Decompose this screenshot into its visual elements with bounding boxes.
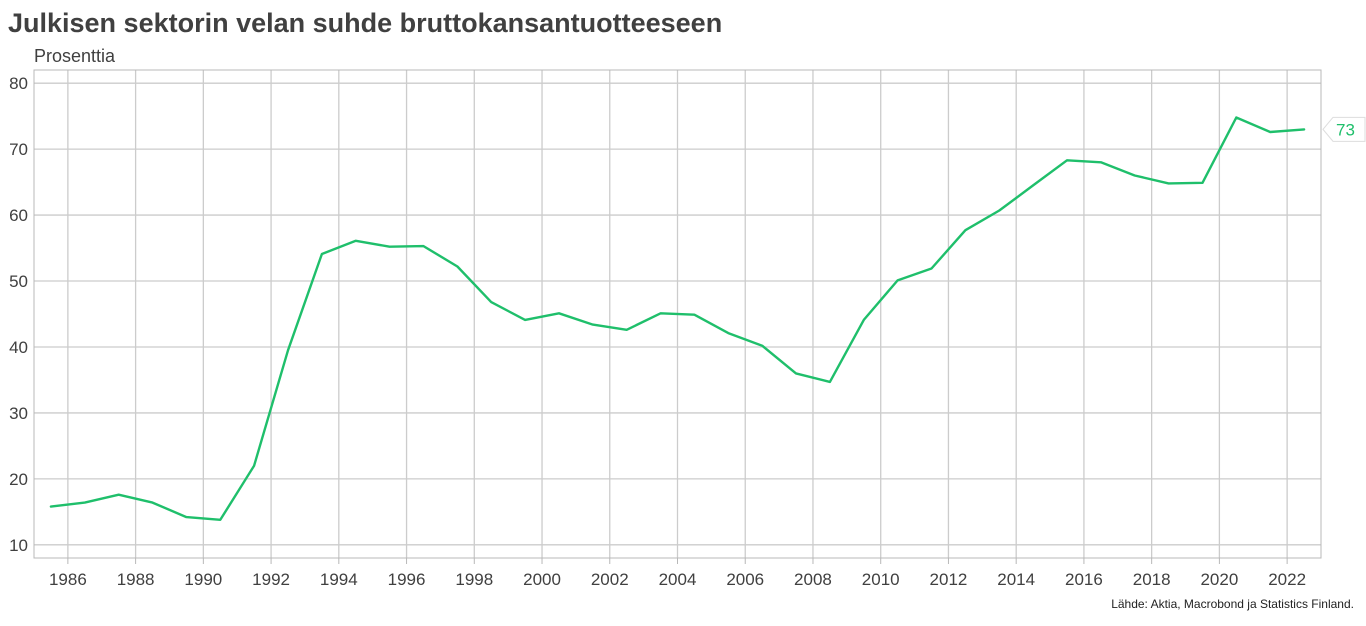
y-tick-label: 80 [9,74,28,93]
y-tick-label: 70 [9,140,28,159]
y-tick-label: 20 [9,470,28,489]
x-tick-label: 2000 [523,570,561,589]
y-tick-label: 40 [9,338,28,357]
x-tick-label: 2014 [997,570,1035,589]
x-tick-label: 2004 [659,570,697,589]
x-tick-label: 1986 [49,570,87,589]
y-tick-label: 10 [9,536,28,555]
y-tick-label: 30 [9,404,28,423]
end-value-label-box [1322,116,1366,142]
x-tick-label: 1990 [184,570,222,589]
x-tick-label: 2022 [1268,570,1306,589]
x-tick-label: 2002 [591,570,629,589]
x-tick-label: 2008 [794,570,832,589]
gridlines [34,70,1321,558]
x-tick-label: 2006 [726,570,764,589]
y-tick-label: 50 [9,272,28,291]
x-tick-label: 2016 [1065,570,1103,589]
x-tick-label: 2018 [1133,570,1171,589]
end-value-label-text: 73 [1336,120,1355,139]
source-note: Lähde: Aktia, Macrobond ja Statistics Fi… [1111,597,1354,611]
x-tick-label: 1996 [388,570,426,589]
end-value-label: 73 [1322,116,1366,142]
x-tick-label: 1998 [455,570,493,589]
chart-title: Julkisen sektorin velan suhde bruttokans… [8,8,723,38]
x-axis: 1986 1988 1990 1992 1994 1996 1998 2000 2002 2004… [49,558,1306,589]
x-tick-label: 1992 [252,570,290,589]
x-tick-label: 2012 [930,570,968,589]
x-tick-label: 1988 [117,570,155,589]
y-axis-unit-label: Prosenttia [34,46,116,66]
y-axis: 10 20 30 40 50 60 70 80 [9,74,28,555]
y-tick-label: 60 [9,206,28,225]
x-tick-label: 2020 [1200,570,1238,589]
x-tick-label: 1994 [320,570,358,589]
series-line [49,116,1306,521]
x-tick-label: 2010 [862,570,900,589]
series-layer [49,116,1306,521]
